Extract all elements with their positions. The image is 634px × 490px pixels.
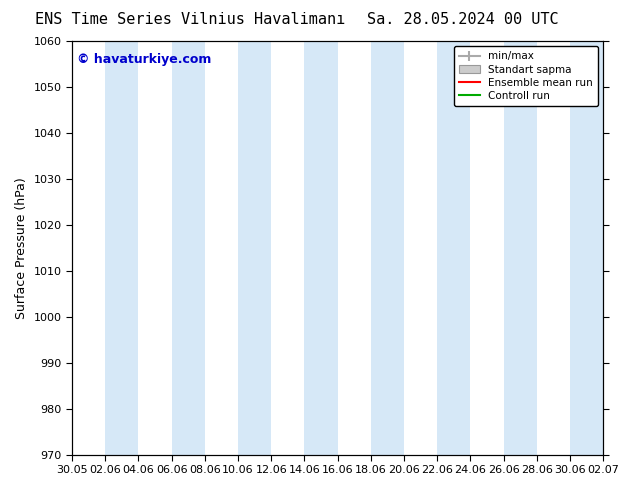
Text: © havaturkiye.com: © havaturkiye.com: [77, 53, 212, 67]
Bar: [238, 41, 271, 455]
Bar: [371, 41, 404, 455]
Text: Sa. 28.05.2024 00 UTC: Sa. 28.05.2024 00 UTC: [367, 12, 559, 27]
Bar: [437, 41, 470, 455]
Legend: min/max, Standart sapma, Ensemble mean run, Controll run: min/max, Standart sapma, Ensemble mean r…: [453, 46, 598, 106]
Bar: [304, 41, 337, 455]
Bar: [172, 41, 205, 455]
Bar: [570, 41, 603, 455]
Bar: [105, 41, 138, 455]
Bar: [503, 41, 537, 455]
Text: ENS Time Series Vilnius Havalimanı: ENS Time Series Vilnius Havalimanı: [35, 12, 346, 27]
Y-axis label: Surface Pressure (hPa): Surface Pressure (hPa): [15, 177, 28, 318]
